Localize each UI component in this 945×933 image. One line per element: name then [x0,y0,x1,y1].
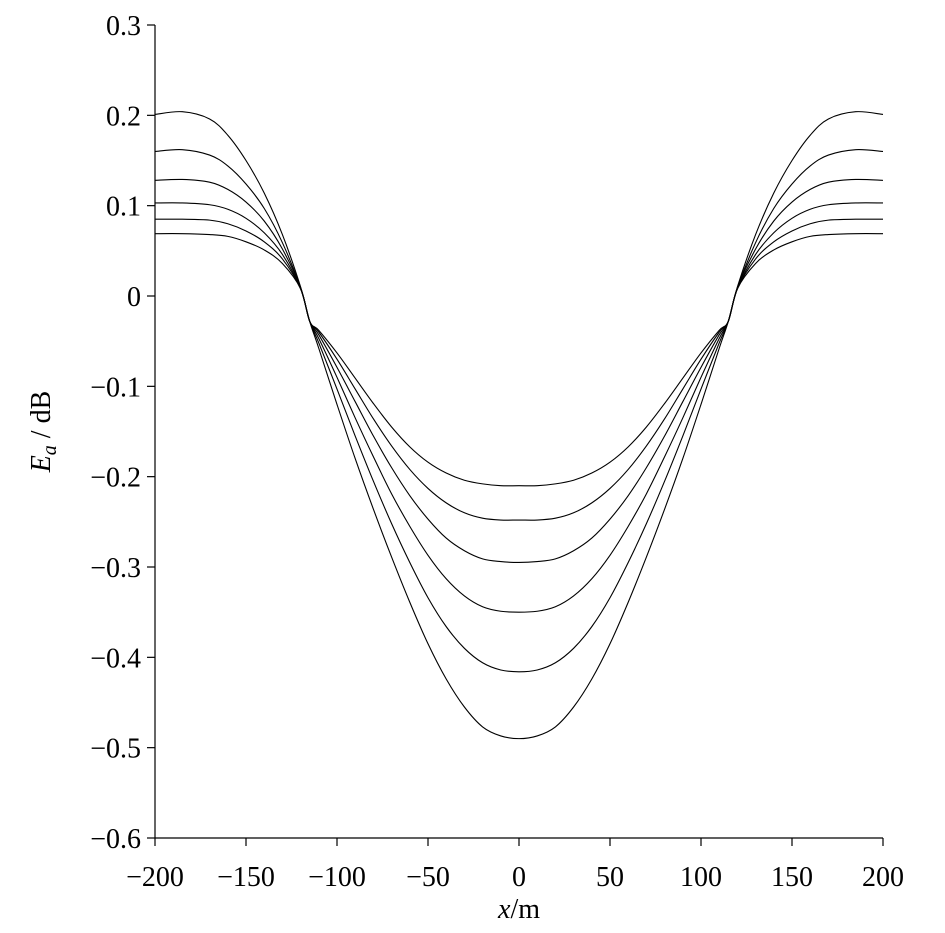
y-axis-label-unit: / dB [26,391,57,445]
y-tick-label: 0 [127,282,141,313]
y-axis-label-variable: E [26,455,57,473]
x-tick-label: 200 [862,862,904,893]
series-line-6 [154,233,884,487]
y-axis-label: Ea / dB [26,391,61,474]
x-axis-label-variable: x [497,894,511,925]
x-axis-ticks: −200 −150 −100 −50 0 50 100 150 200 [126,838,904,893]
y-tick-label: −0.2 [90,463,141,494]
y-tick-label: 0.2 [106,101,141,132]
x-tick-label: −100 [308,862,366,893]
y-tick-label: −0.3 [90,553,141,584]
y-axis-ticks: 0.3 0.2 0.1 0 −0.1 −0.2 −0.3 −0.4 −0.5 −0.6 [90,11,155,855]
x-axis-label: x/m [497,894,540,925]
x-axis-label-unit: /m [510,894,540,925]
series-line-4 [154,202,884,564]
series-line-3 [154,178,884,613]
y-tick-label: −0.4 [90,643,141,674]
y-axis-label-subscript: a [39,445,61,455]
x-tick-label: −200 [126,862,184,893]
series-line-2 [154,149,884,673]
x-tick-label: −150 [217,862,275,893]
y-tick-label: −0.6 [90,824,141,855]
y-tick-label: −0.1 [90,372,141,403]
series-line-5 [154,218,884,521]
x-tick-label: 0 [512,862,526,893]
series-group [154,111,884,740]
y-tick-label: 0.3 [106,11,141,42]
x-tick-label: −50 [406,862,450,893]
y-tick-label: 0.1 [106,192,141,223]
series-line-1 [154,111,884,740]
y-tick-label: −0.5 [90,734,141,765]
x-tick-label: 150 [771,862,813,893]
x-tick-label: 100 [680,862,722,893]
x-tick-label: 50 [596,862,624,893]
